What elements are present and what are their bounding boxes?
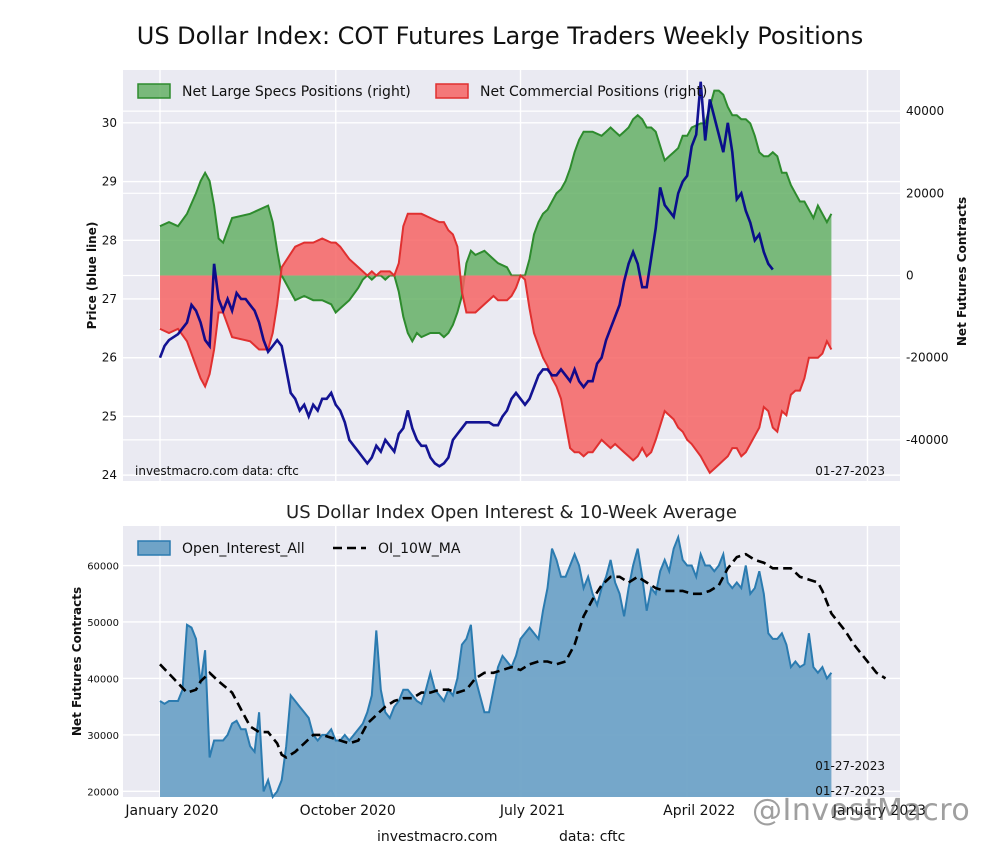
top-left-tick-label: 24 — [102, 468, 117, 482]
footer-site-label: investmacro.com — [377, 829, 498, 845]
oi-10w-ma-line — [159, 552, 887, 760]
net-commercial-line — [159, 212, 833, 475]
bottom-y-tick-label: 30000 — [87, 731, 119, 742]
bottom-y-tick-label: 40000 — [87, 674, 119, 685]
top-right-tick-label: 40000 — [906, 104, 944, 118]
net-large-specs-area — [160, 90, 832, 342]
bottom-y-tick-label: 60000 — [87, 562, 119, 573]
bottom-date-note-2: 01-27-2023 — [815, 784, 885, 798]
top-date-note: 01-27-2023 — [815, 464, 885, 478]
open-interest-line — [159, 533, 833, 800]
net-large-specs-line — [159, 89, 833, 344]
net-commercial-area — [160, 213, 832, 473]
top-right-axis-label: Net Futures Contracts — [955, 197, 969, 346]
footer-data-label: data: cftc — [559, 829, 626, 845]
legend-commercial-swatch — [435, 83, 469, 99]
top-left-axis-label: Price (blue line) — [85, 222, 99, 330]
bottom-y-tick-label: 50000 — [87, 618, 119, 629]
legend-oi-swatch — [137, 540, 171, 556]
bottom-x-tick-label: January 2020 — [124, 803, 218, 819]
legend-specs-label: Net Large Specs Positions (right) — [182, 84, 411, 100]
top-left-tick-label: 27 — [102, 292, 117, 306]
legend-oi-label: Open_Interest_All — [182, 541, 305, 557]
legend-specs-swatch — [137, 83, 171, 99]
bottom-x-tick-label: October 2020 — [300, 803, 396, 819]
bottom-y-tick-label: 20000 — [87, 787, 119, 798]
top-left-tick-label: 29 — [102, 175, 117, 189]
oi-chart-title: US Dollar Index Open Interest & 10-Week … — [286, 502, 737, 523]
bottom-x-tick-label: January 2023 — [832, 803, 926, 819]
chart-title: US Dollar Index: COT Futures Large Trade… — [136, 22, 864, 50]
top-right-tick-label: 0 — [906, 269, 914, 283]
bottom-x-tick-label: April 2022 — [663, 803, 735, 819]
watermark-logo: @InvestMacro — [752, 793, 971, 828]
top-left-tick-label: 26 — [102, 351, 117, 365]
bottom-date-note: 01-27-2023 — [815, 759, 885, 773]
top-right-tick-label: 20000 — [906, 186, 944, 200]
top-left-tick-label: 30 — [102, 116, 117, 130]
price-line — [158, 81, 774, 468]
legend-ma-label: OI_10W_MA — [378, 541, 461, 557]
bottom-x-tick-label: July 2021 — [499, 803, 565, 819]
bottom-axis-label: Net Futures Contracts — [70, 587, 84, 736]
top-left-tick-label: 25 — [102, 409, 117, 423]
top-right-tick-label: -20000 — [906, 351, 949, 365]
top-left-tick-label: 28 — [102, 233, 117, 247]
open-interest-area — [160, 537, 832, 797]
top-right-tick-label: -40000 — [906, 433, 949, 447]
top-source-note: investmacro.com data: cftc — [135, 464, 299, 478]
legend-commercial-label: Net Commercial Positions (right) — [480, 84, 707, 100]
